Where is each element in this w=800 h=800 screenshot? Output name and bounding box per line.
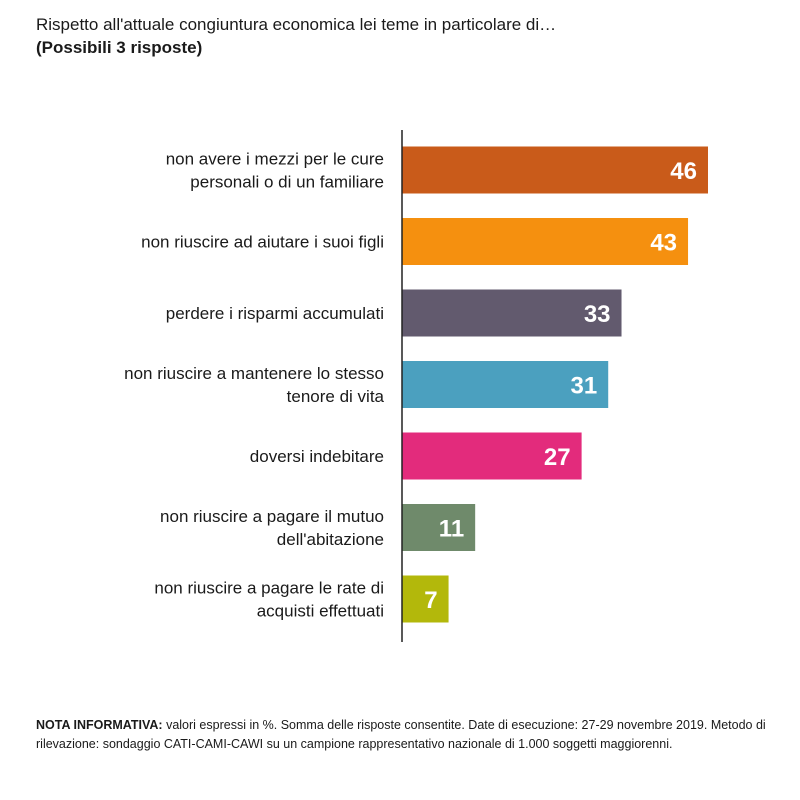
category-label: non riuscire a pagare le rate di acquisti… — [154, 579, 384, 621]
bar — [402, 575, 449, 623]
category-label: doversi indebitare — [250, 447, 384, 466]
value-label: 7 — [424, 587, 437, 614]
value-label: 27 — [544, 444, 571, 471]
note-label: NOTA INFORMATIVA: — [36, 718, 163, 732]
chart-title: Rispetto all'attuale congiuntura economi… — [36, 15, 557, 34]
value-label: 31 — [571, 373, 598, 400]
bar — [402, 289, 622, 337]
note-text: valori espressi in %. Somma delle rispos… — [36, 718, 766, 751]
informative-note: NOTA INFORMATIVA: valori espressi in %. … — [36, 716, 776, 754]
value-label: 43 — [650, 230, 677, 257]
bar — [402, 218, 689, 265]
bar-chart: 46 non avere i mezzi per le cure personali… — [124, 130, 708, 642]
value-label: 11 — [439, 516, 464, 543]
value-label: 33 — [584, 301, 611, 328]
category-label: non riuscire a pagare il mutuo dell'abita… — [160, 507, 384, 549]
category-label: non riuscire a mantenere lo stesso tenore… — [124, 364, 384, 406]
bar — [402, 432, 582, 480]
bar — [402, 504, 476, 551]
category-label: perdere i risparmi accumulati — [166, 304, 384, 323]
chart-subtitle: (Possibili 3 risposte) — [36, 38, 203, 57]
value-label: 46 — [670, 158, 697, 185]
category-label: non riuscire ad aiutare i suoi figli — [141, 233, 384, 252]
category-label: non avere i mezzi per le cure personali o… — [166, 150, 384, 192]
bar — [402, 361, 609, 408]
bar — [402, 146, 708, 194]
